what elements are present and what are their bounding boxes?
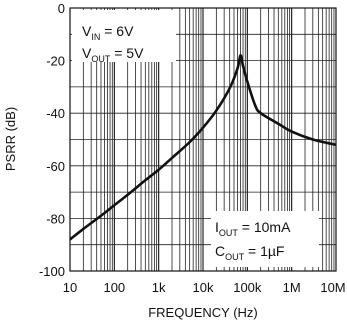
note-subscript: OUT <box>225 252 245 262</box>
x-tick-label: 10 <box>63 280 77 295</box>
y-axis-title: PSRR (dB) <box>3 107 18 171</box>
y-tick-label: -80 <box>46 211 65 226</box>
note-symbol: V <box>82 45 92 61</box>
note-value: = 5V <box>110 45 144 61</box>
y-tick-labels: 0 -20 -40 -60 -80 -100 <box>39 1 65 279</box>
note-symbol: V <box>82 23 92 39</box>
plot-frame <box>69 7 337 272</box>
note-value: = 1µF <box>244 243 284 259</box>
note-symbol: C <box>215 243 225 259</box>
x-tick-label: 10k <box>193 280 214 295</box>
x-tick-label: 1M <box>283 280 301 295</box>
x-tick-label: 100 <box>103 280 125 295</box>
x-tick-labels: 10 100 1k 10k 100k 1M 10M <box>63 280 346 295</box>
note-symbol: I <box>215 219 219 235</box>
note-value: = 10mA <box>238 219 291 235</box>
annotation-box-bottom-right <box>211 211 319 267</box>
y-tick-label: -100 <box>39 264 65 279</box>
x-tick-label: 100k <box>233 280 262 295</box>
y-tick-label: -20 <box>46 54 65 69</box>
y-tick-label: -40 <box>46 106 65 121</box>
condition-note: VOUT = 5V <box>82 45 144 64</box>
note-subscript: OUT <box>91 54 111 64</box>
condition-note: VIN = 6V <box>82 23 134 42</box>
condition-note: IOUT = 10mA <box>215 219 291 238</box>
y-tick-label: -60 <box>46 159 65 174</box>
x-axis-title: FREQUENCY (Hz) <box>148 305 258 320</box>
note-subscript: IN <box>91 32 100 42</box>
x-tick-label: 10M <box>320 280 345 295</box>
annotation-box-top-left <box>72 10 176 62</box>
note-value: = 6V <box>100 23 134 39</box>
y-tick-label: 0 <box>58 1 65 16</box>
condition-note: COUT = 1µF <box>215 243 284 262</box>
note-subscript: OUT <box>219 228 239 238</box>
annotation-boxes <box>72 10 319 267</box>
x-tick-label: 1k <box>152 280 166 295</box>
psrr-curve <box>69 54 337 241</box>
